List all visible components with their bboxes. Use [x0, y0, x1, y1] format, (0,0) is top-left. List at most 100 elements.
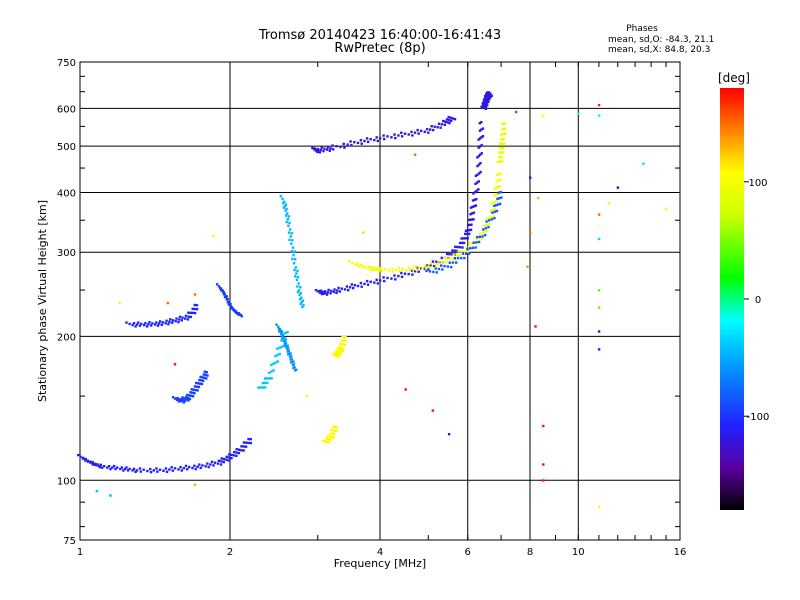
trace-point [206, 462, 209, 465]
trace-point [426, 128, 429, 131]
trace-point [499, 190, 502, 194]
trace-series [279, 194, 305, 309]
trace-point [285, 207, 288, 211]
trace-point [261, 386, 265, 389]
trace-point [326, 146, 330, 149]
trace-point [184, 395, 188, 399]
trace-point [480, 136, 483, 139]
trace-point [405, 269, 408, 272]
trace-point [373, 138, 376, 142]
trace-point [259, 386, 262, 389]
trace-point [336, 289, 339, 292]
trace-point [330, 428, 333, 432]
trace-point [397, 266, 401, 270]
colorbar-tick-label: -100 [747, 412, 770, 423]
trace-point [325, 148, 329, 151]
trace-point [376, 282, 379, 285]
trace-point [490, 216, 493, 219]
trace-point [469, 247, 472, 250]
trace-point [488, 222, 491, 226]
trace-point [446, 121, 449, 124]
trace-point [287, 350, 291, 353]
trace-point [478, 137, 482, 140]
trace-point [257, 386, 260, 389]
trace-point [463, 256, 466, 260]
trace-point [323, 440, 327, 443]
trace-point [220, 460, 223, 463]
trace-point [360, 263, 364, 266]
y-tick-label: 600 [57, 104, 76, 115]
trace-point [468, 223, 471, 227]
trace-point [323, 292, 327, 295]
trace-point [433, 262, 436, 266]
trace-point [158, 320, 162, 323]
trace-point [235, 310, 238, 313]
trace-point [340, 343, 343, 346]
trace-point [327, 438, 330, 441]
trace-point [348, 286, 352, 289]
trace-point [154, 323, 157, 326]
scatter-point [447, 433, 451, 436]
trace-point [91, 461, 95, 464]
trace-point [443, 264, 446, 268]
trace-point [325, 440, 329, 444]
trace-point [500, 151, 503, 154]
trace-point [149, 467, 152, 471]
trace-point [391, 270, 394, 273]
trace-point [416, 266, 419, 270]
trace-point [445, 260, 448, 264]
trace-point [502, 151, 505, 154]
trace-point [443, 123, 446, 126]
trace-point [500, 146, 503, 150]
trace-point [147, 323, 150, 326]
trace-point [175, 398, 179, 402]
trace-point [280, 332, 283, 336]
scatter-point [305, 395, 308, 398]
scatter-point [193, 483, 197, 486]
trace-point [421, 267, 424, 270]
trace-point [283, 204, 287, 208]
trace-point [495, 199, 499, 203]
trace-point [498, 142, 502, 145]
trace-point [242, 449, 245, 452]
y-tick-label: 500 [57, 142, 76, 153]
trace-point [426, 264, 429, 267]
trace-point [289, 358, 292, 361]
trace-point [335, 291, 338, 295]
trace-point [433, 125, 436, 128]
trace-point [488, 216, 491, 220]
trace-point [354, 263, 357, 266]
trace-point [365, 279, 369, 283]
trace-point [338, 290, 342, 293]
trace-point [281, 197, 284, 201]
trace-point [444, 257, 447, 260]
trace-point [330, 435, 334, 439]
trace-point [321, 290, 325, 294]
y-tick-label: 75 [63, 536, 76, 547]
trace-point [474, 182, 477, 185]
scatter-point [542, 479, 545, 482]
trace-point [196, 465, 199, 468]
trace-point [96, 463, 99, 466]
trace-point [403, 272, 407, 275]
trace-point [469, 206, 473, 209]
trace-point [340, 339, 344, 342]
trace-point [125, 466, 128, 469]
trace-point [457, 250, 460, 253]
trace-point [501, 128, 504, 131]
trace-point [209, 463, 212, 466]
trace-point [168, 468, 171, 471]
trace-point [337, 354, 340, 357]
trace-point [111, 466, 114, 469]
trace-point [199, 466, 202, 470]
trace-point [287, 224, 290, 227]
trace-point [342, 343, 345, 346]
trace-point [131, 323, 134, 327]
trace-point [197, 385, 201, 389]
trace-point [398, 269, 401, 273]
trace-point [225, 455, 228, 458]
trace-point [497, 151, 501, 154]
trace-point [356, 141, 360, 145]
trace-point [184, 314, 188, 318]
trace-point [349, 140, 352, 143]
